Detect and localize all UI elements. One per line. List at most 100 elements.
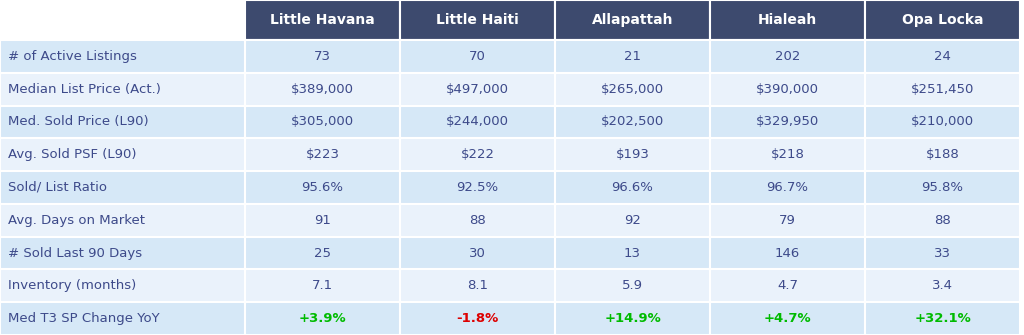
Text: $222: $222	[461, 148, 495, 161]
Bar	[400, 0, 555, 40]
Text: $305,000: $305,000	[291, 116, 354, 128]
Text: 79: 79	[779, 214, 796, 227]
Bar	[245, 237, 400, 269]
Bar	[555, 138, 710, 171]
Text: 91: 91	[314, 214, 331, 227]
Bar	[0, 73, 245, 106]
Bar	[0, 40, 245, 73]
Text: Opa Locka: Opa Locka	[902, 13, 983, 27]
Text: 95.6%: 95.6%	[301, 181, 343, 194]
Bar	[865, 302, 1020, 335]
Text: 8.1: 8.1	[467, 279, 488, 292]
Text: $389,000: $389,000	[291, 83, 354, 96]
Text: Little Haiti: Little Haiti	[436, 13, 519, 27]
Bar	[400, 302, 555, 335]
Text: 3.4: 3.4	[932, 279, 953, 292]
Text: # of Active Listings: # of Active Listings	[8, 50, 137, 63]
Text: 96.6%: 96.6%	[611, 181, 653, 194]
Text: 88: 88	[469, 214, 485, 227]
Text: $329,950: $329,950	[756, 116, 819, 128]
Text: Median List Price (Act.): Median List Price (Act.)	[8, 83, 161, 96]
Text: Allapattah: Allapattah	[592, 13, 673, 27]
Text: 92.5%: 92.5%	[457, 181, 499, 194]
Bar	[245, 171, 400, 204]
Text: 5.9: 5.9	[622, 279, 643, 292]
Text: Med. Sold Price (L90): Med. Sold Price (L90)	[8, 116, 148, 128]
Text: $244,000: $244,000	[446, 116, 509, 128]
Text: 92: 92	[624, 214, 641, 227]
Bar	[865, 40, 1020, 73]
Bar	[0, 269, 245, 302]
Bar	[710, 171, 865, 204]
Text: Hialeah: Hialeah	[758, 13, 817, 27]
Text: 30: 30	[469, 247, 486, 260]
Bar	[710, 237, 865, 269]
Bar	[710, 302, 865, 335]
Text: +3.9%: +3.9%	[299, 312, 346, 325]
Text: +4.7%: +4.7%	[764, 312, 811, 325]
Bar	[245, 73, 400, 106]
Bar	[0, 0, 245, 40]
Text: 13: 13	[624, 247, 641, 260]
Bar	[245, 269, 400, 302]
Bar	[555, 204, 710, 237]
Bar	[400, 73, 555, 106]
Bar	[245, 302, 400, 335]
Text: 88: 88	[934, 214, 951, 227]
Bar	[245, 0, 400, 40]
Bar	[555, 302, 710, 335]
Text: $497,000: $497,000	[446, 83, 509, 96]
Bar	[245, 204, 400, 237]
Text: $210,000: $210,000	[911, 116, 974, 128]
Bar	[0, 204, 245, 237]
Text: Avg. Sold PSF (L90): Avg. Sold PSF (L90)	[8, 148, 136, 161]
Bar	[245, 106, 400, 138]
Text: $251,450: $251,450	[910, 83, 974, 96]
Text: $218: $218	[771, 148, 805, 161]
Bar	[710, 269, 865, 302]
Bar	[0, 237, 245, 269]
Bar	[710, 204, 865, 237]
Bar	[245, 138, 400, 171]
Text: 70: 70	[469, 50, 486, 63]
Text: -1.8%: -1.8%	[457, 312, 499, 325]
Text: Med T3 SP Change YoY: Med T3 SP Change YoY	[8, 312, 160, 325]
Text: 21: 21	[624, 50, 641, 63]
Text: $188: $188	[926, 148, 959, 161]
Bar	[400, 237, 555, 269]
Bar	[710, 138, 865, 171]
Text: $223: $223	[305, 148, 340, 161]
Text: 202: 202	[775, 50, 800, 63]
Text: 7.1: 7.1	[312, 279, 333, 292]
Text: $390,000: $390,000	[756, 83, 819, 96]
Bar	[865, 138, 1020, 171]
Text: 33: 33	[934, 247, 951, 260]
Bar	[710, 40, 865, 73]
Bar	[0, 138, 245, 171]
Bar	[400, 269, 555, 302]
Bar	[865, 0, 1020, 40]
Text: Sold/ List Ratio: Sold/ List Ratio	[8, 181, 106, 194]
Bar	[555, 269, 710, 302]
Text: Inventory (months): Inventory (months)	[8, 279, 136, 292]
Bar	[865, 73, 1020, 106]
Bar	[865, 237, 1020, 269]
Text: 73: 73	[314, 50, 331, 63]
Bar	[400, 106, 555, 138]
Text: +14.9%: +14.9%	[604, 312, 660, 325]
Bar	[865, 204, 1020, 237]
Text: $265,000: $265,000	[601, 83, 664, 96]
Text: +32.1%: +32.1%	[914, 312, 971, 325]
Bar	[555, 106, 710, 138]
Bar	[710, 106, 865, 138]
Bar	[865, 171, 1020, 204]
Bar	[400, 204, 555, 237]
Bar	[400, 171, 555, 204]
Bar	[245, 40, 400, 73]
Bar	[555, 171, 710, 204]
Text: Avg. Days on Market: Avg. Days on Market	[8, 214, 145, 227]
Text: # Sold Last 90 Days: # Sold Last 90 Days	[8, 247, 142, 260]
Bar	[0, 171, 245, 204]
Bar	[555, 40, 710, 73]
Text: Little Havana: Little Havana	[270, 13, 375, 27]
